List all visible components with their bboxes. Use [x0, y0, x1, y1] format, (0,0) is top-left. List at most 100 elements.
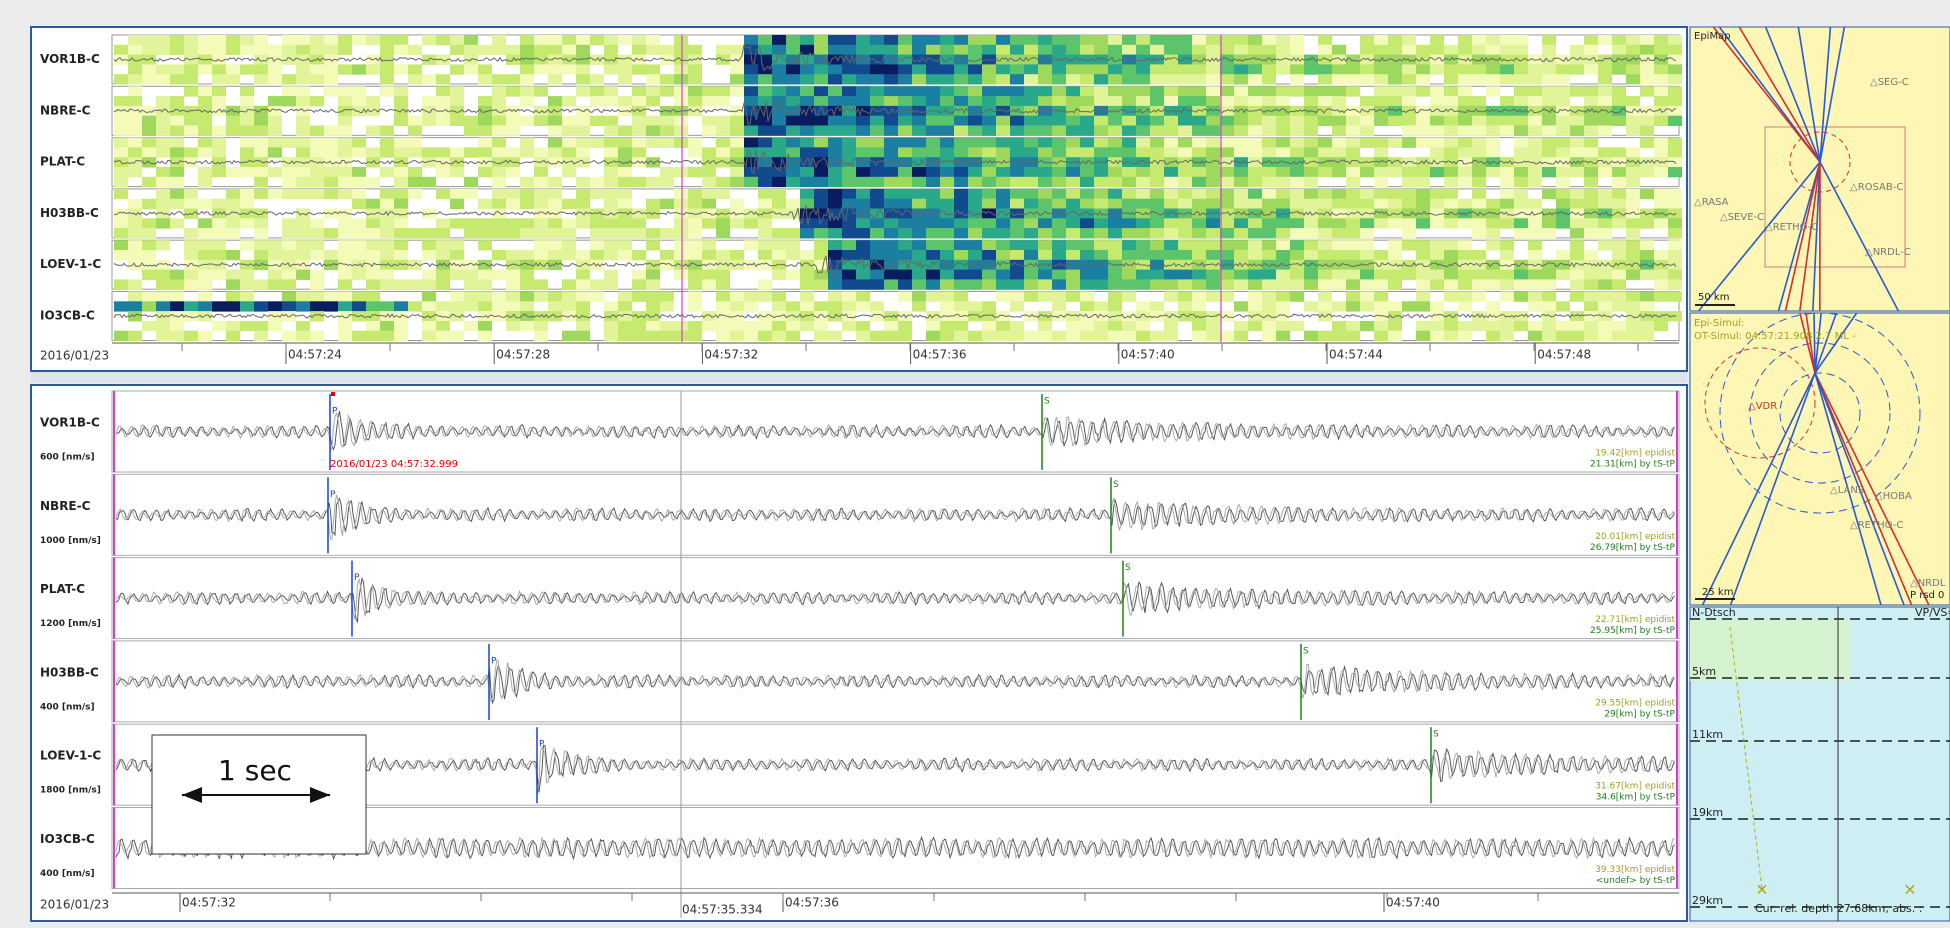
spectrogram-cell	[1668, 250, 1682, 261]
spectrogram-cell	[884, 44, 898, 56]
spectrogram-cell	[492, 157, 506, 168]
spectrogram-cell	[1220, 240, 1234, 251]
spectrogram-cell	[422, 157, 436, 168]
spectrogram-cell	[786, 44, 800, 56]
spectrogram-cell	[716, 291, 730, 302]
splitter[interactable]	[31, 372, 1687, 383]
spectrogram-cell	[1640, 44, 1654, 56]
spectrogram-cell	[422, 105, 436, 117]
ray	[1712, 27, 1821, 163]
spectrogram-cell	[912, 188, 926, 200]
spectrogram-cell	[800, 167, 814, 178]
spectrogram-cell	[450, 167, 464, 178]
spectrogram-cell	[1514, 96, 1528, 107]
spectrogram-cell	[394, 320, 408, 332]
spectrogram-cell	[1514, 291, 1528, 302]
spectrogram-cell	[884, 157, 898, 168]
spectrogram-cell	[1472, 125, 1486, 136]
spectrogram-cell	[212, 157, 226, 168]
trace	[113, 44, 1677, 72]
spectrogram-cell	[646, 330, 660, 341]
spectrogram-cell	[1066, 311, 1080, 322]
spectrogram-cell	[1514, 64, 1528, 75]
spectrogram-cell	[800, 291, 814, 302]
map-scale: 50 km	[1698, 292, 1729, 303]
spectrogram-cell	[800, 86, 814, 97]
spectrogram-cell	[1262, 54, 1276, 65]
spectrogram-cell	[1668, 115, 1682, 126]
spectrogram-cell	[744, 35, 758, 46]
s-pick-label: S	[1433, 730, 1439, 740]
spectrogram-cell	[324, 188, 338, 200]
spectrogram-cell	[1276, 125, 1290, 136]
spectrogram-cell	[800, 311, 814, 322]
spectrogram-cell	[1332, 259, 1346, 271]
spectrogram-cell	[338, 86, 352, 97]
spectrogram-cell	[548, 147, 562, 158]
spectrogram-cell	[870, 240, 884, 251]
spectrogram-cell	[968, 311, 982, 322]
spectrogram-cell	[240, 64, 254, 75]
spectrogram-cell	[1178, 198, 1192, 209]
spectrogram-cell	[394, 228, 408, 239]
spectrogram-cell	[674, 137, 688, 148]
spectrogram-cell	[842, 54, 856, 65]
spectrogram-cell	[884, 218, 898, 229]
spectrogram-cell	[1402, 96, 1416, 107]
spectrogram-cell	[912, 74, 926, 85]
spectrogram-cell	[996, 147, 1010, 158]
spectrogram-cell	[828, 208, 842, 219]
spectrogram-cell	[870, 86, 884, 97]
spectrogram-cell	[478, 301, 492, 312]
spectrogram-cell	[1262, 330, 1276, 341]
spectrogram-cell	[1192, 54, 1206, 65]
spectrogram-cell	[352, 96, 366, 107]
spectrogram-cell	[814, 157, 828, 168]
spectrogram-cell	[1024, 35, 1038, 46]
spectrogram-cell	[1430, 250, 1444, 261]
spectrogram-cell	[366, 157, 380, 168]
spectrogram-cell	[240, 44, 254, 56]
spectrogram-cell	[1038, 54, 1052, 65]
spectrogram-cell	[1360, 208, 1374, 219]
spectrogram-cell	[114, 330, 128, 341]
spectrogram-cell	[1038, 218, 1052, 229]
date-label: 2016/01/23	[40, 898, 109, 912]
spectrogram-cell	[1430, 35, 1444, 46]
spectrogram-cell	[520, 198, 534, 209]
spectrogram-cell	[1066, 96, 1080, 107]
spectrogram-cell	[800, 198, 814, 209]
spectrogram-cell	[688, 64, 702, 75]
amplitude-scale: 400 [nm/s]	[40, 702, 95, 712]
spectrogram-cell	[394, 137, 408, 148]
spectrogram-cell	[534, 167, 548, 178]
spectrogram-cell	[814, 176, 828, 188]
spectrogram-cell	[156, 147, 170, 158]
spectrogram-cell	[1052, 291, 1066, 302]
spectrogram-cell	[1024, 125, 1038, 136]
spectrogram-cell	[268, 125, 282, 136]
spectrogram-cell	[1430, 157, 1444, 168]
spectrogram-cell	[562, 228, 576, 239]
spectrogram-cell	[1346, 125, 1360, 136]
spectrogram-cell	[1346, 115, 1360, 126]
spectrogram-cell	[716, 259, 730, 271]
spectrogram-cell	[492, 208, 506, 219]
spectrogram-cell	[674, 218, 688, 229]
spectrogram-cell	[786, 198, 800, 209]
spectrogram-cell	[534, 228, 548, 239]
spectrogram-cell	[1108, 137, 1122, 148]
spectrogram-cell	[1122, 96, 1136, 107]
spectrogram-cell	[1220, 228, 1234, 239]
spectrogram-cell	[198, 218, 212, 229]
spectrogram-cell	[744, 208, 758, 219]
spectrogram-cell	[1108, 115, 1122, 126]
spectrogram-cell	[590, 291, 604, 302]
spectrogram-cell	[814, 301, 828, 312]
spectrogram-cell	[464, 301, 478, 312]
spectrogram-cell	[1472, 74, 1486, 85]
spectrogram-cell	[912, 96, 926, 107]
ray	[1814, 313, 1858, 374]
spectrogram-cell	[618, 167, 632, 178]
